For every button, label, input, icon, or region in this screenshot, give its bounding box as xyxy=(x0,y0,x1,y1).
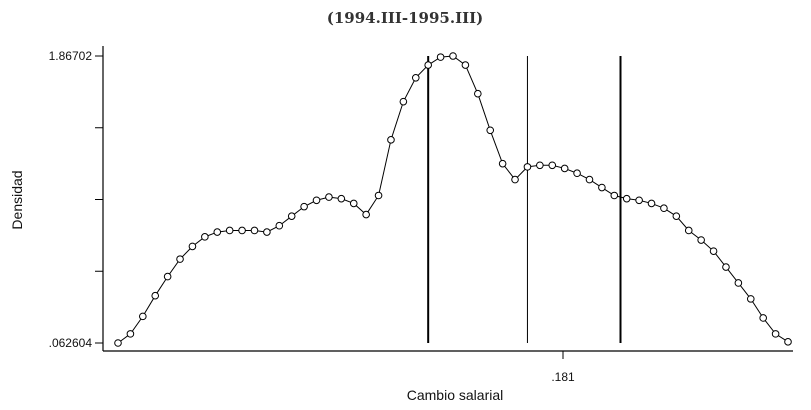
y-ticks xyxy=(95,55,103,344)
data-point xyxy=(163,272,172,281)
data-point xyxy=(176,255,184,263)
data-point xyxy=(387,136,395,144)
data-point xyxy=(114,339,122,347)
data-point xyxy=(784,338,792,346)
data-point xyxy=(610,191,619,200)
data-point xyxy=(337,194,346,203)
data-point xyxy=(486,126,495,135)
data-point xyxy=(151,291,160,300)
data-point xyxy=(139,312,147,321)
chart-title: (1994.III-1995.III) xyxy=(327,9,483,27)
data-point xyxy=(734,279,743,287)
data-point xyxy=(411,73,420,82)
data-point xyxy=(523,163,532,171)
y-tick-label-min: .062604 xyxy=(49,336,93,350)
data-point xyxy=(238,226,246,235)
density-curve xyxy=(117,55,789,344)
data-point xyxy=(263,228,271,236)
data-point xyxy=(684,226,693,235)
reference-lines xyxy=(427,56,622,343)
data-point xyxy=(536,161,544,170)
data-point xyxy=(672,212,681,220)
data-point xyxy=(126,330,135,338)
data-point xyxy=(709,247,718,255)
x-tick-label: .181 xyxy=(551,370,575,384)
data-point xyxy=(287,212,296,220)
data-point xyxy=(275,221,284,230)
data-point xyxy=(474,89,482,98)
y-tick-label-max: 1.86702 xyxy=(49,49,93,63)
data-point xyxy=(399,97,408,106)
data-point xyxy=(722,263,730,271)
data-point xyxy=(660,204,668,213)
data-point xyxy=(598,183,606,192)
data-point xyxy=(759,314,767,322)
data-point xyxy=(436,53,445,61)
data-point xyxy=(325,193,333,201)
data-point xyxy=(374,191,383,200)
data-point xyxy=(300,202,308,211)
data-point xyxy=(250,226,259,235)
data-point xyxy=(213,228,222,236)
data-point xyxy=(746,295,755,303)
data-point xyxy=(362,210,370,219)
x-axis-label: Cambio salarial xyxy=(407,387,503,403)
data-point xyxy=(585,175,594,184)
data-point xyxy=(424,61,432,69)
data-point xyxy=(201,233,209,241)
data-point xyxy=(548,161,557,170)
data-point xyxy=(635,196,643,205)
data-point xyxy=(771,330,780,338)
data-points xyxy=(114,52,792,347)
data-point xyxy=(647,199,656,208)
data-point xyxy=(449,52,457,60)
data-point xyxy=(225,226,234,235)
data-point xyxy=(511,175,519,184)
data-point xyxy=(188,242,197,251)
data-point xyxy=(498,159,507,168)
data-point xyxy=(560,164,569,173)
data-point xyxy=(312,196,321,205)
data-point xyxy=(349,199,358,208)
data-point xyxy=(622,194,631,203)
y-axis-label: Densidad xyxy=(9,170,25,229)
data-point xyxy=(461,61,470,69)
data-point xyxy=(697,236,705,244)
data-point xyxy=(573,169,581,178)
